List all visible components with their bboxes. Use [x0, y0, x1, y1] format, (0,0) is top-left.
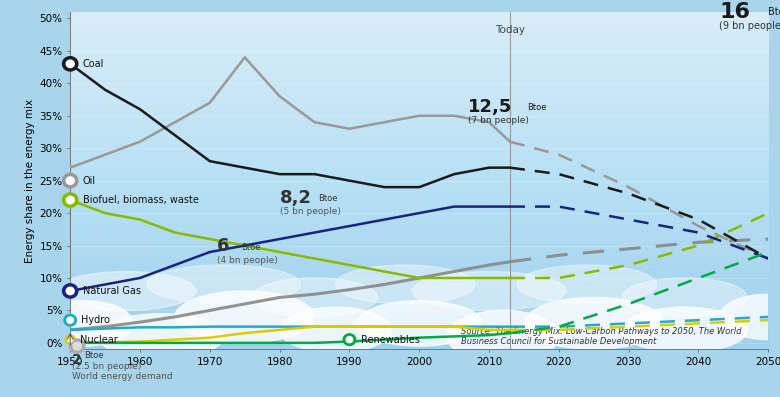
Ellipse shape — [622, 307, 747, 353]
Text: 8,2: 8,2 — [279, 189, 312, 206]
Circle shape — [64, 314, 76, 326]
Circle shape — [66, 287, 74, 295]
Ellipse shape — [447, 310, 558, 362]
Circle shape — [66, 197, 74, 204]
Text: Hydro: Hydro — [81, 315, 110, 325]
Text: (9 bn people): (9 bn people) — [719, 21, 780, 31]
Text: Nuclear: Nuclear — [80, 335, 118, 345]
Circle shape — [62, 57, 78, 71]
Text: Source: The Energy Mix: Low-Carbon Pathways to 2050, The World
Business Council : Source: The Energy Mix: Low-Carbon Pathw… — [461, 327, 742, 346]
Text: 12,5: 12,5 — [468, 98, 512, 116]
Text: Renewables: Renewables — [360, 335, 420, 345]
Ellipse shape — [56, 272, 196, 310]
Text: 2: 2 — [73, 353, 82, 366]
Circle shape — [62, 284, 78, 298]
Ellipse shape — [35, 301, 133, 346]
Text: (2.5 bn people): (2.5 bn people) — [73, 362, 142, 371]
Circle shape — [66, 60, 74, 67]
Ellipse shape — [356, 301, 482, 346]
Text: Oil: Oil — [83, 175, 96, 186]
Text: Natural Gas: Natural Gas — [83, 286, 140, 296]
Ellipse shape — [252, 278, 378, 317]
Circle shape — [69, 339, 85, 353]
Text: (5 bn people): (5 bn people) — [279, 207, 341, 216]
Circle shape — [66, 177, 74, 184]
Text: (4 bn people): (4 bn people) — [217, 256, 278, 265]
Ellipse shape — [279, 307, 392, 353]
Ellipse shape — [175, 291, 314, 343]
Text: Coal: Coal — [83, 59, 105, 69]
Circle shape — [62, 173, 78, 188]
Circle shape — [67, 317, 73, 323]
Ellipse shape — [517, 265, 657, 304]
Circle shape — [343, 334, 356, 345]
Circle shape — [66, 335, 75, 344]
Ellipse shape — [524, 297, 664, 349]
Ellipse shape — [622, 278, 747, 317]
Ellipse shape — [98, 314, 224, 359]
Y-axis label: Energy share in the energy mix: Energy share in the energy mix — [25, 98, 35, 263]
Text: Today: Today — [495, 25, 525, 35]
Ellipse shape — [719, 294, 780, 339]
Circle shape — [346, 337, 353, 343]
Text: 16: 16 — [719, 2, 750, 22]
Text: Biofuel, biomass, waste: Biofuel, biomass, waste — [83, 195, 199, 205]
Text: Btoe: Btoe — [527, 104, 547, 112]
Ellipse shape — [147, 265, 300, 304]
Text: (7 bn people): (7 bn people) — [468, 116, 529, 125]
Text: Btoe: Btoe — [318, 195, 338, 203]
Ellipse shape — [413, 272, 566, 310]
Circle shape — [73, 342, 81, 350]
Circle shape — [62, 193, 78, 207]
Text: Btoe: Btoe — [84, 351, 104, 360]
Ellipse shape — [335, 265, 475, 304]
Text: World energy demand: World energy demand — [73, 372, 173, 381]
Text: Btoe: Btoe — [241, 243, 261, 252]
Text: 6: 6 — [217, 237, 229, 255]
Circle shape — [68, 337, 73, 342]
Text: Btoe: Btoe — [768, 7, 780, 17]
